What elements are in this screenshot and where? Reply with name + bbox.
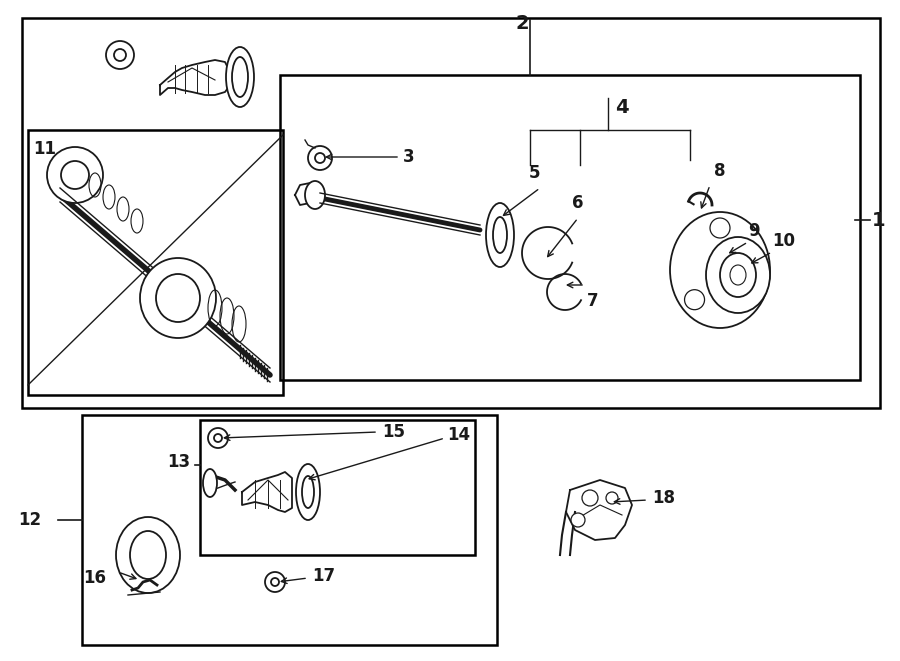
Ellipse shape [706, 237, 770, 313]
Ellipse shape [130, 531, 166, 579]
Circle shape [106, 41, 134, 69]
Ellipse shape [730, 265, 746, 285]
Circle shape [214, 434, 222, 442]
Text: 14: 14 [447, 426, 470, 444]
Ellipse shape [493, 217, 507, 253]
Ellipse shape [140, 258, 216, 338]
Text: 12: 12 [18, 511, 41, 529]
Circle shape [571, 513, 585, 527]
Ellipse shape [486, 203, 514, 267]
Text: 6: 6 [572, 194, 584, 212]
Polygon shape [566, 480, 632, 540]
Polygon shape [242, 472, 292, 512]
Bar [82, 415, 497, 645]
Bar [200, 420, 475, 555]
Ellipse shape [296, 464, 320, 520]
Text: 9: 9 [748, 222, 760, 240]
Text: 4: 4 [616, 98, 629, 117]
Ellipse shape [203, 469, 217, 497]
Circle shape [308, 146, 332, 170]
Circle shape [582, 490, 598, 506]
Circle shape [271, 578, 279, 586]
Bar [280, 75, 860, 380]
Circle shape [315, 153, 325, 163]
Text: 10: 10 [772, 232, 795, 250]
Text: 7: 7 [587, 292, 599, 310]
Text: 11: 11 [33, 140, 56, 158]
Ellipse shape [226, 47, 254, 107]
Circle shape [265, 572, 285, 592]
Text: 3: 3 [403, 148, 415, 166]
Circle shape [685, 290, 705, 310]
Ellipse shape [116, 517, 180, 593]
Text: 17: 17 [312, 567, 335, 585]
Ellipse shape [232, 57, 248, 97]
Ellipse shape [305, 181, 325, 209]
Text: 15: 15 [382, 423, 405, 441]
Circle shape [208, 428, 228, 448]
Polygon shape [160, 60, 228, 95]
Text: 5: 5 [529, 164, 541, 182]
Bar [28, 130, 283, 395]
Bar [22, 18, 880, 408]
Ellipse shape [720, 253, 756, 297]
Circle shape [735, 290, 755, 310]
Text: 16: 16 [84, 569, 106, 587]
Ellipse shape [47, 147, 103, 203]
Ellipse shape [156, 274, 200, 322]
Text: 2: 2 [515, 14, 529, 33]
Text: 18: 18 [652, 489, 675, 507]
Circle shape [710, 218, 730, 238]
Circle shape [114, 49, 126, 61]
Text: 8: 8 [714, 162, 725, 180]
Text: 1: 1 [872, 210, 886, 229]
Ellipse shape [61, 161, 89, 189]
Circle shape [606, 492, 618, 504]
Polygon shape [295, 183, 315, 205]
Ellipse shape [670, 212, 770, 328]
Text: 13: 13 [166, 453, 190, 471]
Ellipse shape [302, 476, 314, 508]
